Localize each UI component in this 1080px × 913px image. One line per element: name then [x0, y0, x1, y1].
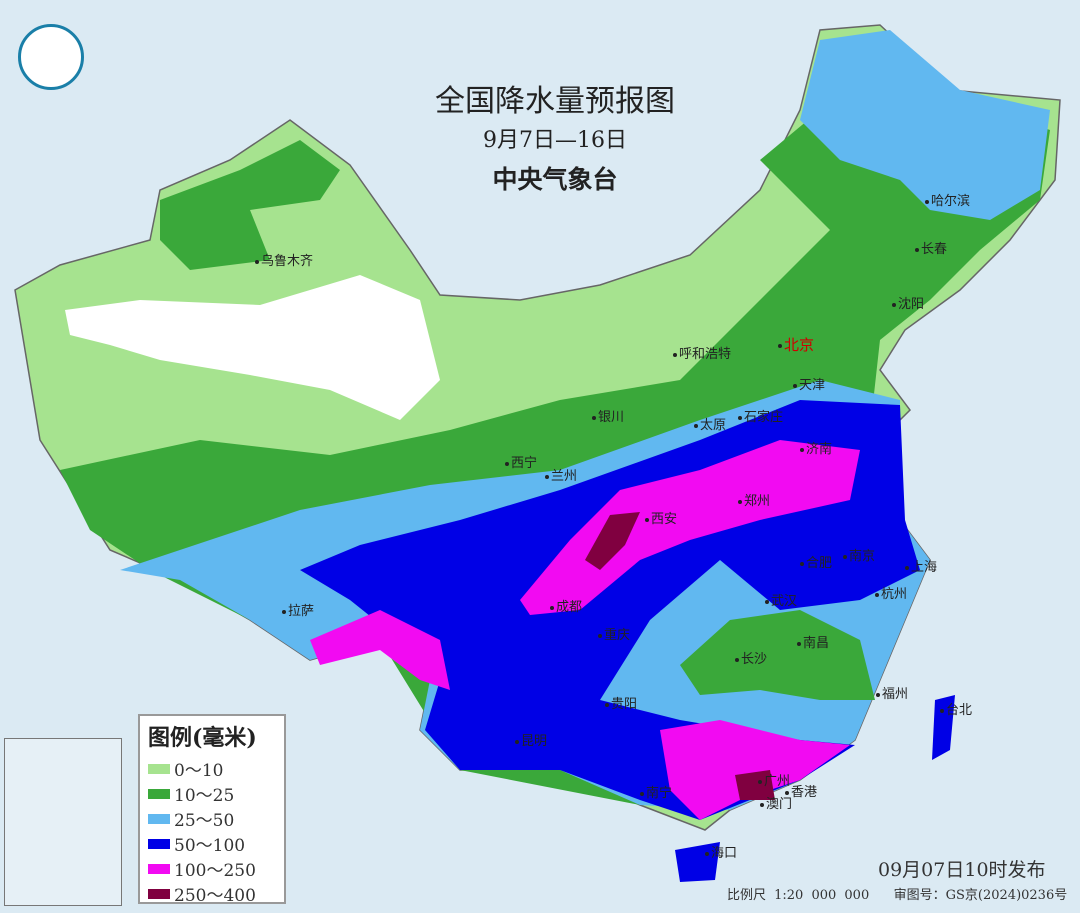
- city-label: 澳门: [760, 793, 792, 812]
- city-label: 重庆: [598, 624, 630, 643]
- legend-label: 25～50: [174, 811, 235, 831]
- city-label: 西安: [645, 508, 677, 527]
- city-label: 南宁: [640, 782, 672, 801]
- legend-label: 100～250: [174, 861, 256, 881]
- city-label: 银川: [592, 406, 624, 425]
- legend: 图例(毫米) 0～10 10～25 25～50 50～100 100～250 2…: [138, 714, 286, 906]
- city-label: 合肥: [800, 552, 832, 571]
- city-label: 贵阳: [605, 693, 637, 712]
- legend-item: 10～25: [148, 781, 276, 806]
- city-label: 长沙: [735, 648, 767, 667]
- city-label: 长春: [915, 238, 947, 257]
- city-label: 台北: [940, 699, 972, 718]
- legend-swatch: [148, 813, 170, 824]
- city-label: 沈阳: [892, 293, 924, 312]
- map-review-number: 审图号：GS京(2024)0236号: [893, 888, 1068, 903]
- city-label: 兰州: [545, 465, 577, 484]
- rain-100-250-central: [520, 440, 860, 615]
- city-label: 太原: [694, 414, 726, 433]
- city-label: 哈尔滨: [925, 190, 970, 209]
- cma-logo: [18, 24, 84, 90]
- city-label: 上海: [905, 556, 937, 575]
- city-label: 成都: [550, 596, 582, 615]
- city-label: 拉萨: [282, 600, 314, 619]
- legend-title: 图例(毫米): [148, 725, 257, 751]
- city-label: 郑州: [738, 490, 770, 509]
- legend-item: 25～50: [148, 806, 276, 831]
- city-label: 武汉: [765, 590, 797, 609]
- legend-label: 250～400: [174, 886, 256, 906]
- city-label: 南京: [843, 545, 875, 564]
- rain-100-250-tibet: [310, 610, 450, 690]
- legend-item: 0～10: [148, 756, 276, 781]
- legend-swatch: [148, 788, 170, 799]
- rain-250-400-sichuan: [585, 512, 640, 570]
- city-label: 西宁: [505, 452, 537, 471]
- issue-time: 09月07日10时发布: [878, 859, 1046, 881]
- city-label: 济南: [800, 438, 832, 457]
- rain-100-250-south: [660, 720, 850, 820]
- city-label: 昆明: [515, 730, 547, 749]
- city-label: 石家庄: [738, 406, 783, 425]
- legend-swatch: [148, 863, 170, 874]
- legend-swatch: [148, 763, 170, 774]
- city-label: 广州: [758, 770, 790, 789]
- map-issuer: 中央气象台: [492, 165, 618, 194]
- city-label: 乌鲁木齐: [255, 250, 313, 269]
- legend-item: 100～250: [148, 856, 276, 881]
- legend-swatch: [148, 838, 170, 849]
- city-label: 海口: [705, 842, 737, 861]
- legend-item: 250～400: [148, 881, 276, 906]
- map-period: 9月7日—16日: [483, 128, 627, 153]
- legend-item: 50～100: [148, 831, 276, 856]
- city-label: 杭州: [875, 583, 907, 602]
- city-label: 南昌: [797, 632, 829, 651]
- city-label: 天津: [793, 374, 825, 393]
- city-label: 福州: [876, 683, 908, 702]
- city-label: 香港: [785, 781, 817, 800]
- legend-swatch: [148, 888, 170, 899]
- south-china-sea-inset: [4, 738, 122, 906]
- dry-area: [65, 275, 440, 420]
- legend-label: 10～25: [174, 786, 235, 806]
- map-footer: 比例尺 1:20 000 000 审图号：GS京(2024)0236号: [727, 884, 1067, 903]
- legend-label: 50～100: [174, 836, 246, 856]
- map-scale: 比例尺 1:20 000 000: [727, 888, 870, 903]
- city-label: 呼和浩特: [673, 343, 731, 362]
- rain-25-50-northeast: [800, 30, 1050, 220]
- legend-label: 0～10: [174, 761, 224, 781]
- city-label-capital: 北京: [778, 334, 814, 355]
- map-title: 全国降水量预报图: [435, 84, 675, 119]
- rain-10-25-north: [160, 140, 340, 270]
